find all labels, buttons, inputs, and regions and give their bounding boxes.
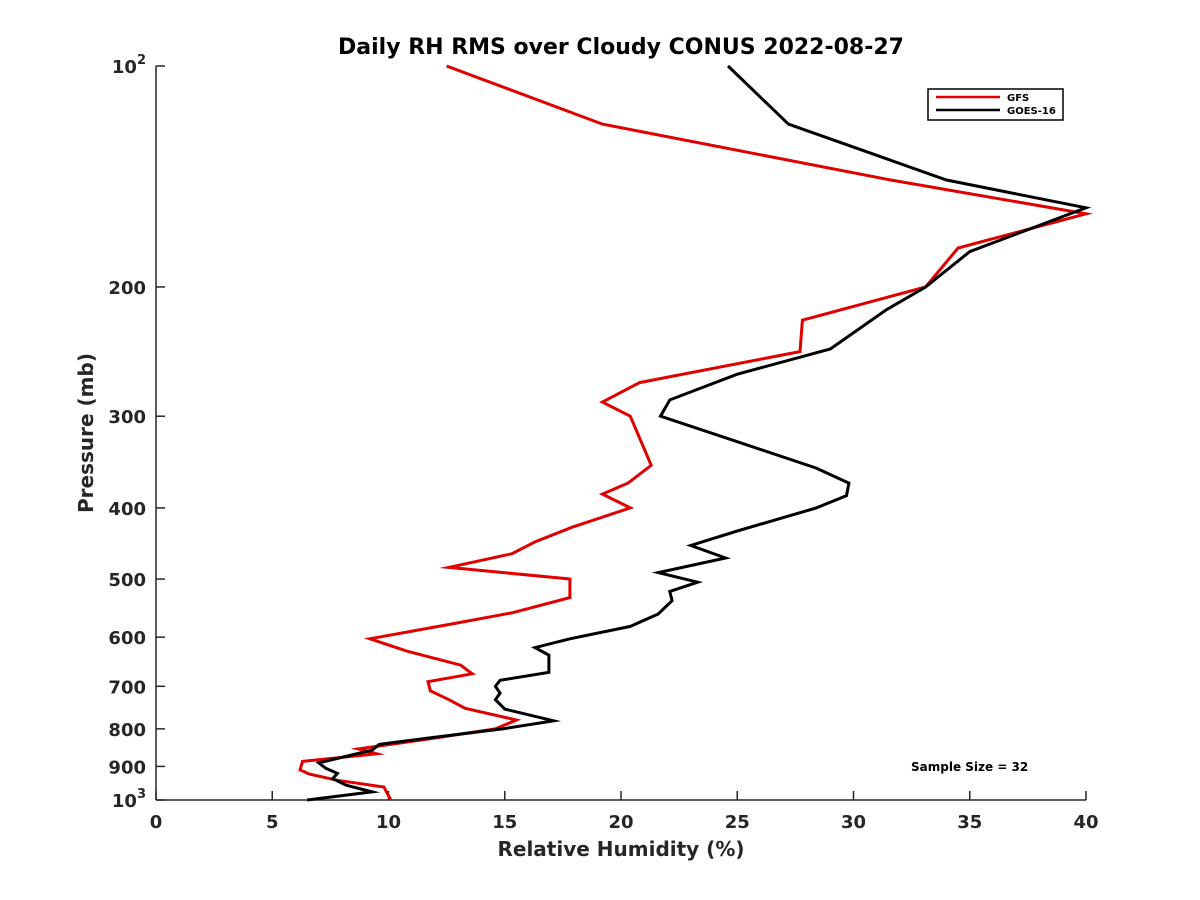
x-axis-label: Relative Humidity (%) [497, 837, 744, 861]
x-tick-label: 15 [492, 812, 517, 833]
x-tick-label: 40 [1073, 812, 1098, 833]
y-tick-label: 900 [108, 757, 146, 778]
legend-gfs-label: GFS [1007, 93, 1029, 104]
y-axis-label: Pressure (mb) [74, 353, 98, 513]
y-tick-label: 102 [112, 53, 146, 78]
chart-title: Daily RH RMS over Cloudy CONUS 2022-08-2… [338, 35, 904, 60]
sample-size-annotation: Sample Size = 32 [911, 760, 1028, 774]
series-layer [298, 64, 1093, 802]
x-tick-label: 30 [841, 812, 866, 833]
y-tick-label: 103 [112, 787, 146, 812]
y-tick-label: 700 [108, 677, 146, 698]
legend-goes16-label: GOES-16 [1007, 106, 1056, 117]
legend: GFS GOES-16 [927, 88, 1064, 121]
x-tick-label: 5 [266, 812, 279, 833]
x-tick-label: 25 [725, 812, 750, 833]
series-line-goes-16 [306, 64, 1092, 802]
y-tick-label: 400 [108, 499, 146, 520]
y-tick-label: 600 [108, 628, 146, 649]
axes: 0 5 10 15 20 25 30 35 40 102 200 300 400 500 600 700 800… [108, 53, 1098, 833]
x-tick-label: 10 [376, 812, 401, 833]
y-tick-label: 200 [108, 278, 146, 299]
x-tick-label: 0 [150, 812, 163, 833]
legend-box [927, 88, 1064, 121]
x-tick-label: 35 [957, 812, 982, 833]
series-line-gfs [298, 64, 1093, 801]
x-tick-label: 20 [608, 812, 633, 833]
y-tick-label: 500 [108, 570, 146, 591]
y-tick-label: 800 [108, 720, 146, 741]
y-tick-label: 300 [108, 407, 146, 428]
